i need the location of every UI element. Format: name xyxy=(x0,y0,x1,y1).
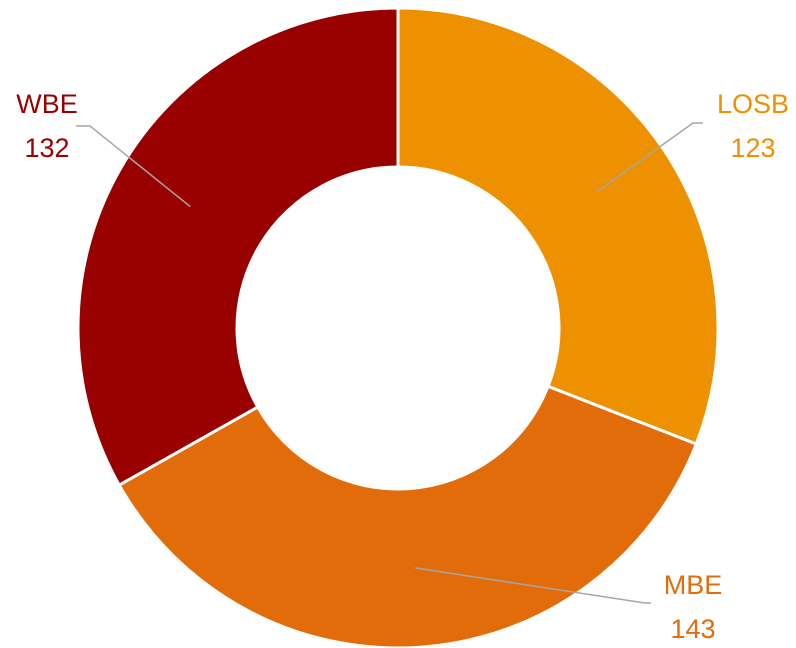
leader-line-losb xyxy=(596,122,703,193)
slice-label-wbe: WBE xyxy=(16,89,78,119)
leader-line-mbe xyxy=(414,567,651,604)
slice-mbe xyxy=(117,384,699,648)
slice-losb xyxy=(396,6,720,446)
leader-lines-group xyxy=(76,122,703,604)
slice-value-mbe: 143 xyxy=(670,614,715,644)
slice-value-wbe: 132 xyxy=(24,133,69,163)
slice-value-losb: 123 xyxy=(730,133,775,163)
leader-line-wbe xyxy=(76,125,191,208)
slice-label-mbe: MBE xyxy=(664,570,723,600)
slices-group xyxy=(76,6,720,648)
slice-wbe xyxy=(76,6,400,488)
slice-label-losb: LOSB xyxy=(717,89,789,119)
